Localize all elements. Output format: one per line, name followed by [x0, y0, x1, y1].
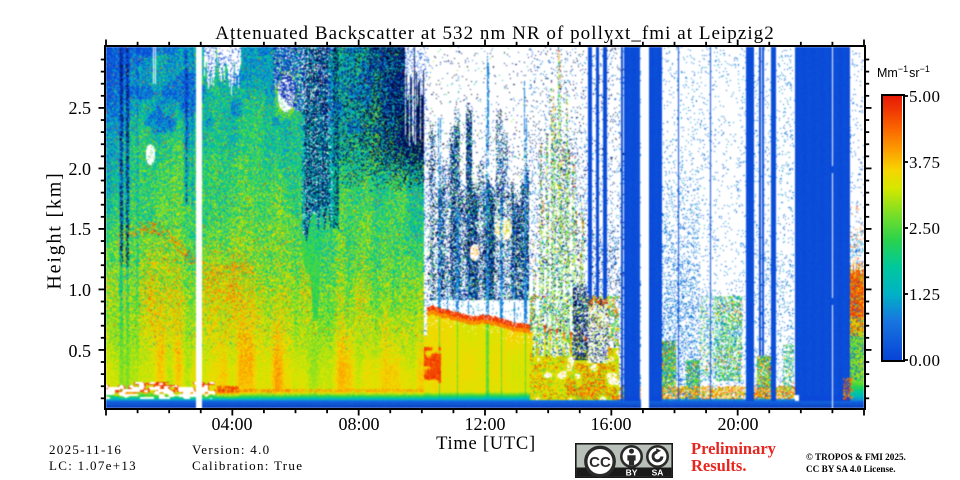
- svg-text:CC: CC: [589, 454, 611, 471]
- svg-text:BY: BY: [626, 467, 638, 477]
- svg-text:SA: SA: [652, 467, 664, 477]
